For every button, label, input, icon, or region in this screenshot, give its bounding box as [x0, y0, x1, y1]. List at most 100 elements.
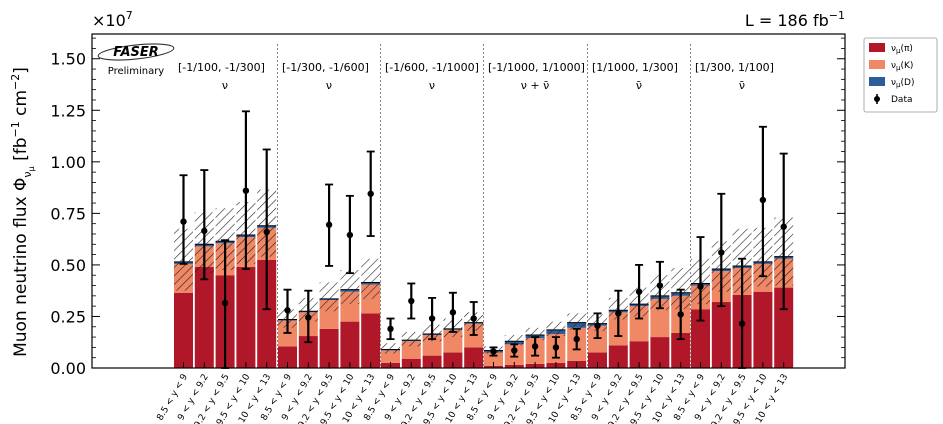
data-point — [656, 282, 664, 289]
bar-uncertainty — [381, 343, 400, 354]
data-point — [615, 310, 622, 317]
data-point — [677, 311, 684, 318]
legend: νμ(π) νμ(K) νμ(D) Data — [863, 37, 938, 113]
svg-text:FASER: FASER — [113, 45, 159, 60]
data-point — [490, 348, 497, 355]
bar-uncertainty — [567, 313, 587, 330]
data-point — [511, 347, 518, 354]
data-point — [594, 322, 601, 329]
data-point — [759, 196, 767, 204]
data-point — [780, 223, 787, 230]
data-point — [449, 309, 457, 316]
bar-uncertainty — [401, 331, 421, 347]
data-point — [470, 315, 477, 322]
data-point — [201, 227, 208, 235]
legend-swatch-d — [869, 77, 885, 86]
bar-pi — [629, 341, 649, 368]
data-point — [305, 314, 312, 321]
data-point — [367, 190, 374, 197]
bar-pi — [319, 328, 339, 368]
data-point — [697, 283, 704, 290]
bar-pi — [608, 345, 628, 368]
bar-pi — [278, 346, 297, 368]
y-tick-label: 0.25 — [50, 307, 86, 326]
data-point — [408, 297, 415, 305]
data-point — [346, 231, 354, 239]
data-point — [531, 343, 539, 350]
bar-pi — [422, 355, 442, 368]
plot-area: 0.00 0.25 0.50 0.75 1.00 1.25 1.50 [-1/100, -1/… — [50, 37, 845, 424]
svg-text:Preliminary: Preliminary — [108, 66, 165, 77]
bar-uncertainty — [504, 335, 524, 346]
plot-frame — [91, 33, 846, 369]
y-scale-multiplier: ×107 — [92, 9, 133, 30]
legend-label: νμ(K) — [891, 61, 913, 72]
data-point — [242, 187, 250, 194]
data-point — [284, 307, 291, 314]
y-tick-label: 0.50 — [50, 256, 86, 275]
region-neutrino-label: ν — [429, 79, 435, 92]
bar-pi — [257, 259, 277, 368]
data-point — [738, 320, 746, 327]
data-point — [635, 288, 643, 295]
region-range-label: [-1/100, -1/300] — [178, 61, 265, 74]
legend-swatch-k — [869, 60, 885, 69]
data-point — [387, 325, 394, 333]
region-range-label: [-1/300, -1/600] — [282, 61, 369, 74]
data-point — [428, 315, 436, 322]
y-tick-label: 1.00 — [50, 153, 86, 172]
region-range-label: [-1/600, -1/1000] — [385, 61, 479, 74]
y-tick-label: 0.00 — [50, 359, 86, 378]
data-point — [221, 299, 229, 307]
region-range-label: [-1/1000, 1/1000] — [488, 61, 585, 74]
region-range-label: [1/300, 1/100] — [695, 61, 774, 74]
region-neutrino-label: ν̄ — [739, 79, 745, 92]
bar-pi — [298, 336, 318, 368]
bar-pi — [340, 321, 360, 368]
data-point — [552, 344, 560, 351]
y-axis-label: Muon neutrino flux Φνμ [fb−1 cm−2] — [9, 67, 36, 357]
bar-uncertainty — [525, 327, 545, 341]
bar-pi — [443, 352, 463, 368]
luminosity-label: L = 186 fb−1 — [745, 9, 845, 30]
bar-k — [484, 352, 503, 366]
bar-uncertainty — [546, 321, 566, 337]
bar-pi — [361, 313, 381, 368]
data-point — [325, 221, 333, 228]
bar-uncertainty — [361, 258, 381, 299]
bar-pi — [711, 302, 731, 368]
bar-uncertainty — [319, 282, 339, 312]
bar-uncertainty — [215, 208, 235, 271]
legend-marker-data — [874, 94, 880, 104]
data-point — [180, 218, 187, 225]
bar-pi — [236, 266, 256, 368]
bar-pi — [774, 287, 794, 368]
bar-pi — [588, 352, 607, 368]
bar-pi — [753, 291, 773, 368]
legend-label: νμ(D) — [891, 78, 914, 89]
bar-pi — [671, 332, 691, 368]
bar-pi — [194, 266, 214, 368]
legend-label: Data — [891, 95, 913, 105]
region-neutrino-label: ν̄ — [636, 79, 642, 92]
bar-k — [588, 325, 607, 353]
data-point — [573, 335, 580, 343]
region-neutrino-label: ν + ν̄ — [521, 79, 550, 92]
legend-swatch-pi — [869, 43, 885, 52]
bar-uncertainty — [340, 270, 360, 305]
faser-logo: FASER Preliminary — [97, 43, 175, 77]
bar-pi — [174, 292, 193, 368]
y-tick-label: 0.75 — [50, 204, 86, 223]
bar-pi — [650, 337, 670, 368]
region-neutrino-label: ν — [326, 79, 332, 92]
data-point — [718, 249, 725, 256]
bar-pi — [464, 347, 484, 368]
bar-pi — [691, 309, 710, 368]
region-range-label: [1/1000, 1/300] — [592, 61, 678, 74]
y-tick-label: 1.50 — [50, 50, 86, 69]
region-neutrino-label: ν — [222, 79, 228, 92]
y-tick-label: 1.25 — [50, 101, 86, 120]
legend-label: νμ(π) — [891, 44, 913, 55]
data-point — [263, 228, 270, 236]
